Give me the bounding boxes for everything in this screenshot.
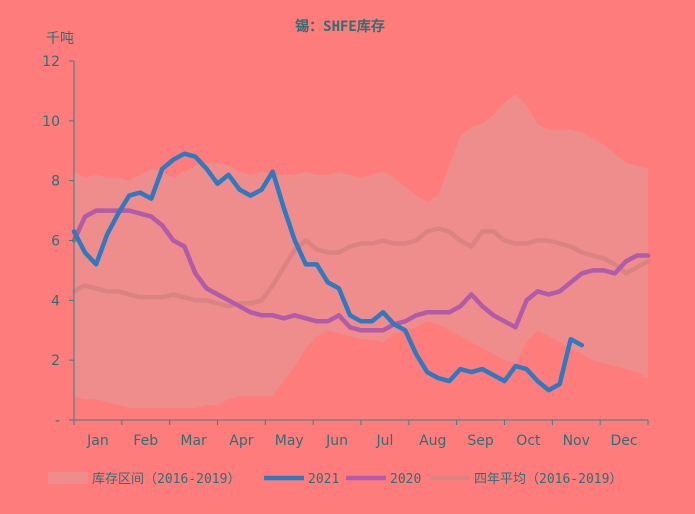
legend-label: 库存区间（2016-2019） <box>92 471 240 487</box>
x-tick-label: Jul <box>375 433 393 449</box>
x-tick-label: Feb <box>133 433 158 449</box>
series-lines-layer <box>71 151 651 393</box>
x-tick-label: Nov <box>563 433 590 449</box>
x-tick-label: Dec <box>611 433 638 449</box>
legend-swatch-band <box>48 472 88 484</box>
legend: 库存区间（2016-2019） 2021 2020 四年平均（2016-2019） <box>48 471 622 487</box>
axes-layer: - 2 4 6 8 10 12 Jan Feb Mar Apr May Jun Jul Aug Sep Oct N… <box>42 54 649 449</box>
y-axis-unit-label: 千吨 <box>46 31 74 47</box>
y-tick-label: 10 <box>42 114 60 130</box>
x-tick-label: Oct <box>516 433 541 449</box>
series-line-2 <box>71 151 585 393</box>
x-tick-label: Aug <box>419 433 446 449</box>
x-tick-label: Sep <box>467 433 494 449</box>
y-tick-label: 4 <box>51 293 60 309</box>
y-tick-label: 12 <box>42 54 60 70</box>
legend-label: 2020 <box>390 472 421 487</box>
range-band-area <box>74 93 648 409</box>
y-tick-label: 6 <box>51 234 60 250</box>
y-tick-label: 8 <box>51 174 60 190</box>
x-tick-label: Jan <box>86 433 109 449</box>
series-line-0 <box>71 226 651 309</box>
series-line-1 <box>71 208 651 333</box>
legend-label: 四年平均（2016-2019） <box>474 472 622 487</box>
x-tick-label: Apr <box>229 433 253 449</box>
y-tick-label: - <box>55 413 60 429</box>
legend-label: 2021 <box>308 472 339 487</box>
range-band-layer <box>74 93 648 409</box>
x-tick-label: Mar <box>180 433 207 449</box>
x-tick-label: May <box>275 433 304 449</box>
x-tick-label: Jun <box>325 433 348 449</box>
y-tick-label: 2 <box>51 353 60 369</box>
chart-title: 锡：SHFE库存 <box>295 18 385 35</box>
